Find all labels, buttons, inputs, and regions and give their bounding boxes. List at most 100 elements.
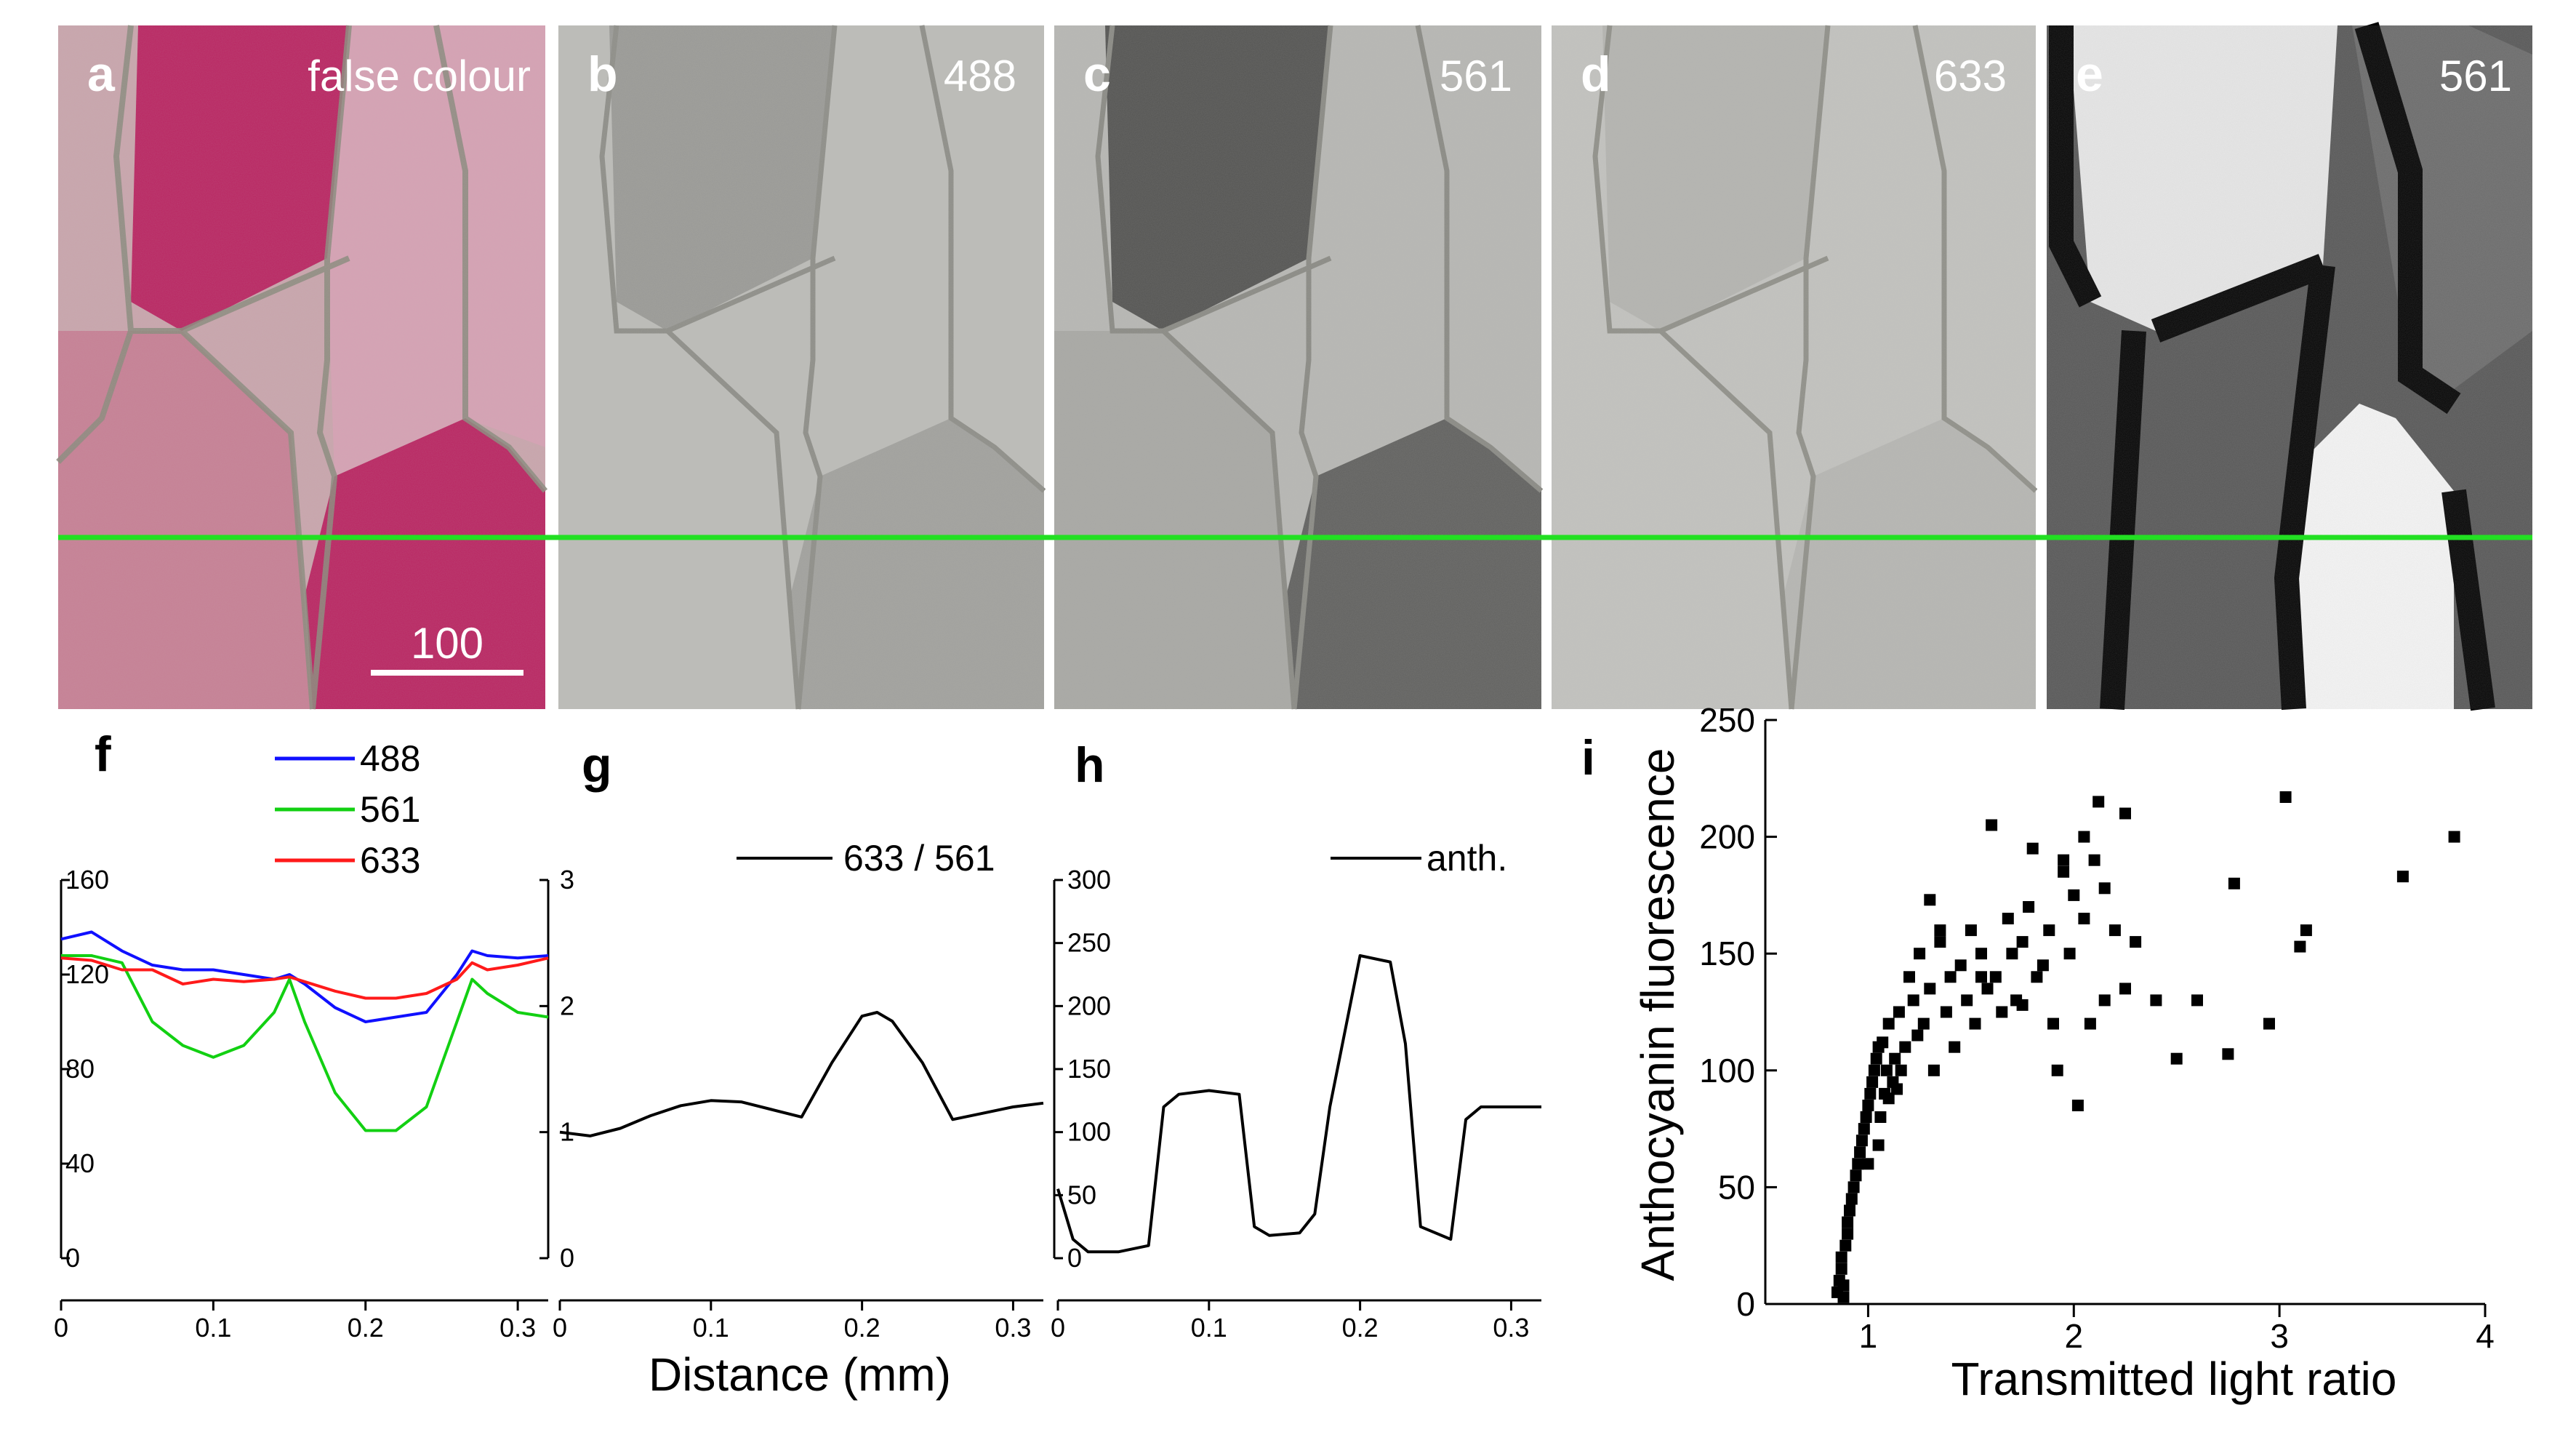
panel-h-y-tick-label: 150 bbox=[1067, 1054, 1111, 1084]
panel-i-x-ticks: 1 2 3 4 bbox=[1859, 1304, 2495, 1355]
panel-i-point bbox=[1844, 1204, 1855, 1217]
panel-i-point bbox=[1893, 1006, 1905, 1018]
panel-i-point bbox=[1917, 1017, 1930, 1030]
panel-i-x-axis-label: Transmitted light ratio bbox=[1951, 1353, 2397, 1405]
panel-i-point bbox=[1924, 983, 1936, 995]
panel-i-point bbox=[1975, 971, 1987, 983]
panel-g-series-ratio bbox=[559, 1011, 1044, 1137]
panel-h-y-tick-label: 200 bbox=[1067, 991, 1111, 1020]
panel-i-y-axis-label: Anthocyanin fluorescence bbox=[1632, 748, 1684, 1281]
panel-g-x-tick-label: 0.3 bbox=[995, 1313, 1031, 1343]
panel-i-letter: i bbox=[1581, 730, 1595, 785]
panel-h-series bbox=[1056, 954, 1541, 1254]
panel-g-legend-label: 633 / 561 bbox=[843, 838, 995, 879]
panel-h-series-anth bbox=[1056, 954, 1541, 1254]
panel-h-x-tick-label: 0.3 bbox=[1493, 1313, 1529, 1343]
panel-i-point bbox=[1837, 1279, 1850, 1292]
panel-i-point bbox=[1880, 1064, 1893, 1076]
panel-i-point bbox=[2396, 871, 2409, 883]
panel-i-point bbox=[2071, 1100, 2084, 1111]
panel-a-letter: a bbox=[87, 47, 116, 102]
panel-i-point bbox=[1907, 994, 1919, 1007]
panel-i-point bbox=[1850, 1169, 1862, 1182]
panel-i-point bbox=[1862, 1158, 1874, 1170]
panel-i-point bbox=[2130, 936, 2142, 948]
panel-i: i 0 50 100 150 200 250 1 2 3 4 Transmitted light… bbox=[1581, 701, 2495, 1405]
panel-f-x-ticks: 0 0.1 0.2 0.3 bbox=[54, 1300, 536, 1343]
panel-i-point bbox=[2093, 796, 2105, 808]
panel-h-x-tick-label: 0 bbox=[1051, 1313, 1065, 1343]
panel-f-x-tick-label: 0.2 bbox=[348, 1313, 384, 1343]
panel-i-point bbox=[1870, 1052, 1882, 1065]
panel-i-point bbox=[1975, 948, 1987, 960]
panel-i-point bbox=[1924, 894, 1936, 906]
panel-d-channel-label: 633 bbox=[1934, 52, 2007, 100]
panel-i-point bbox=[2279, 791, 2292, 803]
panel-i-point bbox=[1903, 971, 1915, 983]
panel-i-point bbox=[2037, 959, 2049, 972]
panel-i-point bbox=[2119, 983, 2131, 995]
panel-h-y-ticks: 0 50 100 150 200 250 300 bbox=[1054, 865, 1111, 1273]
panel-e-channel-label: 561 bbox=[2439, 52, 2512, 100]
panel-i-point bbox=[1989, 971, 2002, 983]
panel-f-right-tick-label: 0 bbox=[560, 1243, 574, 1273]
panel-a-image: a false colour 100 bbox=[56, 25, 548, 710]
panel-i-point bbox=[1835, 1251, 1847, 1263]
panel-i-point bbox=[2026, 842, 2039, 855]
panel-i-y-tick-label: 50 bbox=[1718, 1168, 1755, 1206]
panel-i-point bbox=[1866, 1076, 1879, 1088]
panel-i-y-tick-label: 250 bbox=[1699, 701, 1755, 739]
panel-i-point bbox=[2222, 1048, 2234, 1060]
panel-e-letter: e bbox=[2076, 47, 2103, 102]
panel-i-point bbox=[1949, 1041, 1961, 1053]
panel-f-left-tick-label: 160 bbox=[65, 865, 109, 895]
panel-i-point bbox=[2098, 882, 2111, 895]
panel-i-point bbox=[1986, 819, 1998, 831]
panel-i-point bbox=[2058, 865, 2070, 878]
panel-h-y-tick-label: 100 bbox=[1067, 1117, 1111, 1147]
panel-i-x-tick-label: 3 bbox=[2270, 1317, 2289, 1355]
panel-i-point bbox=[1899, 1041, 1911, 1053]
panel-f-right-tick-label: 3 bbox=[560, 865, 574, 895]
panel-i-point bbox=[2051, 1064, 2063, 1076]
panel-i-y-tick-label: 100 bbox=[1699, 1052, 1755, 1089]
panel-f-left-tick-label: 40 bbox=[65, 1148, 95, 1178]
panel-i-point bbox=[1855, 1135, 1868, 1147]
panel-i-point bbox=[1882, 1017, 1895, 1030]
panel-i-point bbox=[1927, 1064, 1940, 1076]
panel-i-point bbox=[2098, 994, 2111, 1007]
panel-i-point bbox=[1891, 1083, 1903, 1095]
panel-h-legend-label: anth. bbox=[1427, 838, 1507, 879]
panel-c-letter: c bbox=[1083, 47, 1111, 102]
panel-i-point bbox=[2016, 936, 2029, 948]
panel-h-y-tick-label: 50 bbox=[1067, 1180, 1096, 1209]
panel-h-y-tick-label: 0 bbox=[1067, 1243, 1082, 1273]
panel-i-point bbox=[1882, 1092, 1895, 1105]
panel-e-image: e 561 bbox=[2047, 22, 2532, 711]
panel-d-image: d 633 bbox=[1552, 25, 2038, 710]
panel-f-series-488 bbox=[60, 930, 549, 1023]
panel-c-channel-label: 561 bbox=[1440, 52, 1512, 100]
panel-i-point bbox=[1954, 959, 1967, 972]
panel-i-point bbox=[1845, 1193, 1858, 1205]
panel-c-image: c 561 bbox=[1054, 25, 1544, 710]
panel-i-points bbox=[1831, 791, 2460, 1303]
panel-i-point bbox=[2047, 1017, 2059, 1030]
panel-i-point bbox=[1889, 1052, 1901, 1065]
panel-i-point bbox=[2119, 807, 2131, 820]
panel-i-point bbox=[2300, 924, 2312, 937]
panel-g-letter: g bbox=[582, 737, 612, 793]
panel-a-channel-label: false colour bbox=[308, 52, 531, 100]
panel-b-letter: b bbox=[587, 47, 618, 102]
panel-i-point bbox=[1860, 1111, 1872, 1123]
panel-i-point bbox=[1895, 1064, 1907, 1076]
panel-f-left-tick-label: 80 bbox=[65, 1054, 95, 1084]
panel-i-point bbox=[1868, 1064, 1880, 1076]
panel-i-point bbox=[2108, 924, 2121, 937]
panel-h: h anth. 0 50 100 150 200 250 300 0 0.1 0.2 0.3 bbox=[1051, 737, 1541, 1343]
panel-i-point bbox=[2016, 999, 2029, 1011]
panel-i-point bbox=[1837, 1291, 1850, 1303]
panel-i-point bbox=[1944, 971, 1957, 983]
